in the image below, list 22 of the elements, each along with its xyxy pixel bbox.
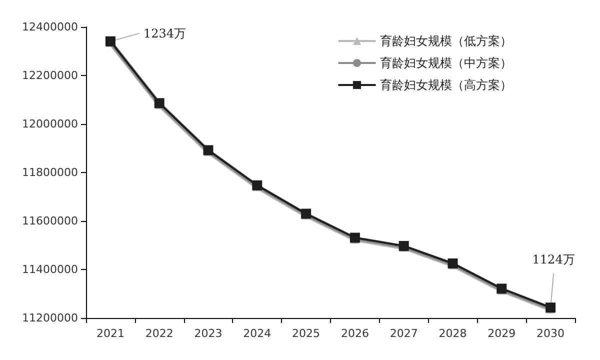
legend-label: 育龄妇女规模（高方案） — [380, 78, 512, 92]
x-tick-label: 2028 — [438, 327, 467, 340]
annotation: 1124万 — [532, 252, 575, 267]
y-tick-label: 11800000 — [22, 166, 78, 179]
y-tick-label: 11400000 — [22, 263, 78, 276]
y-tick-label: 12200000 — [22, 69, 78, 82]
x-tick-label: 2025 — [292, 327, 320, 340]
legend-label: 育龄妇女规模（中方案） — [380, 56, 512, 70]
y-tick-label: 12400000 — [22, 20, 78, 34]
annotation: 1234万 — [143, 26, 186, 40]
x-tick-label: 2023 — [194, 327, 222, 340]
x-tick-label: 2027 — [390, 327, 418, 340]
y-tick-label: 11600000 — [22, 214, 78, 228]
x-tick-label: 2024 — [243, 327, 272, 340]
x-tick-label: 2030 — [536, 327, 565, 340]
x-tick-label: 2026 — [340, 327, 369, 340]
x-tick-label: 2022 — [145, 327, 174, 340]
y-tick-label: 11200000 — [22, 312, 78, 324]
x-tick-label: 2021 — [96, 327, 124, 340]
legend-label: 育龄妇女规模（低方案） — [380, 34, 512, 48]
y-tick-label: 12000000 — [22, 118, 78, 130]
x-tick-label: 2029 — [488, 327, 516, 340]
